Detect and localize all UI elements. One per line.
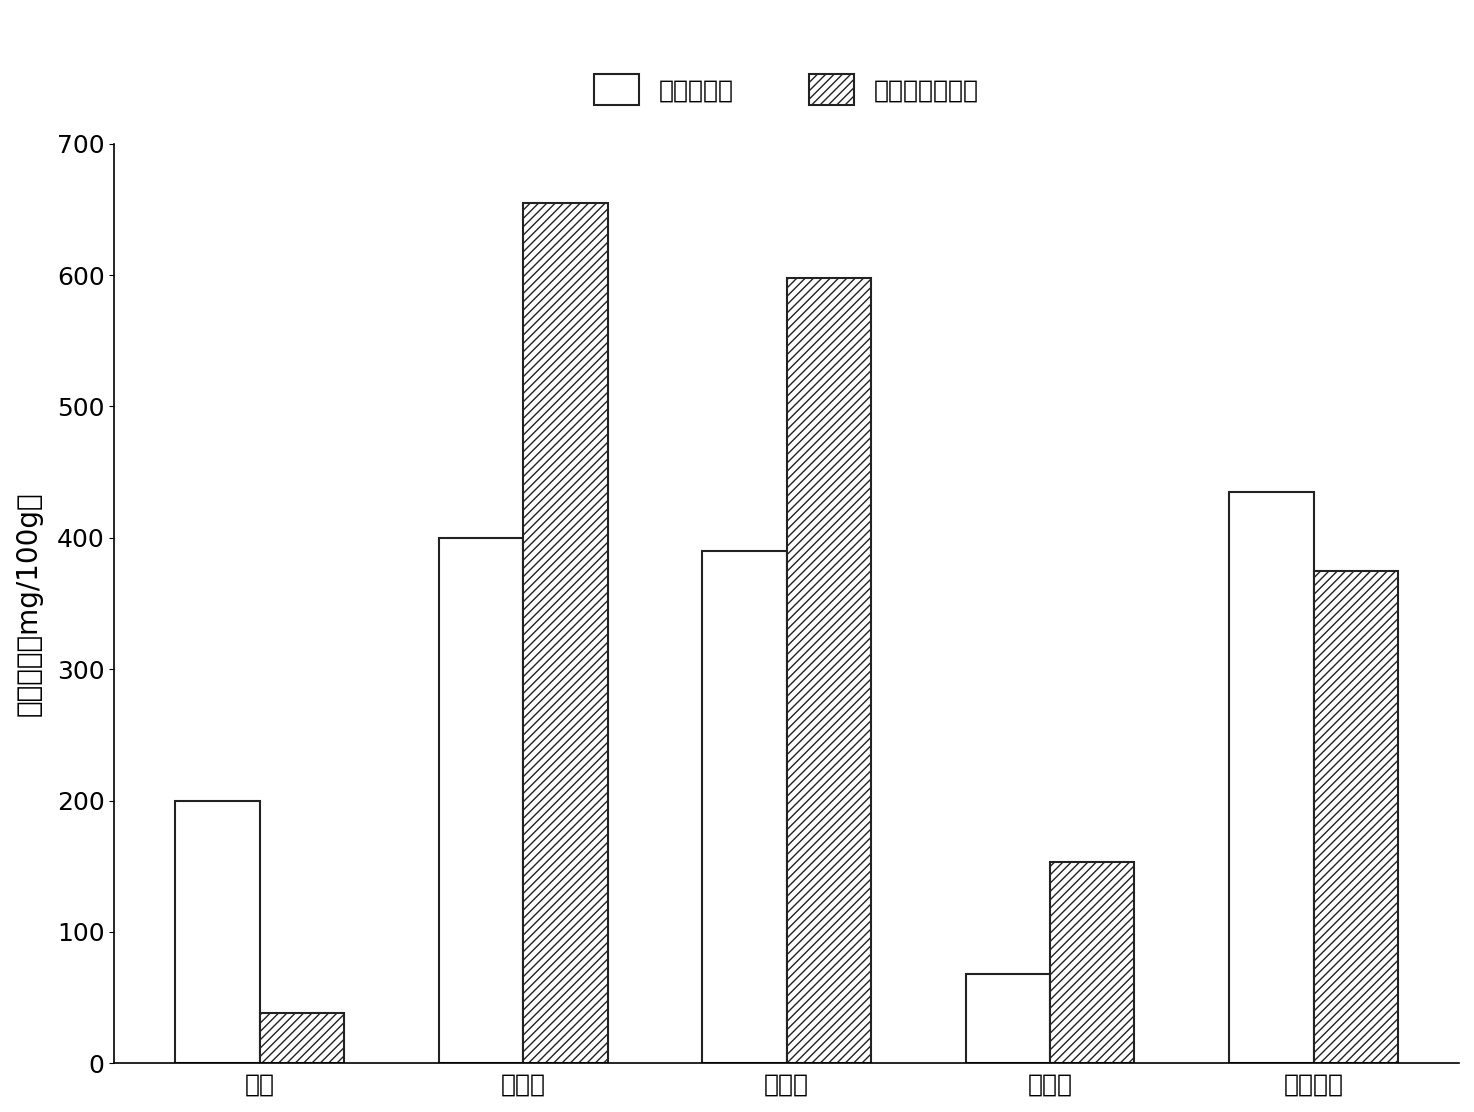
Bar	[523, 202, 607, 1063]
Bar	[703, 550, 787, 1063]
Bar	[175, 801, 259, 1063]
Bar	[1229, 492, 1313, 1063]
Bar	[259, 1013, 343, 1063]
Bar	[787, 278, 871, 1063]
Bar	[1313, 570, 1397, 1063]
Y-axis label: 黄酮含量（mg/100g）: 黄酮含量（mg/100g）	[15, 492, 43, 716]
Bar	[1049, 862, 1135, 1063]
Bar	[965, 974, 1049, 1063]
Legend: 对照组蜂胶, 柚苷酶水解蜂胶: 对照组蜂胶, 柚苷酶水解蜂胶	[584, 64, 989, 115]
Bar	[439, 538, 523, 1063]
